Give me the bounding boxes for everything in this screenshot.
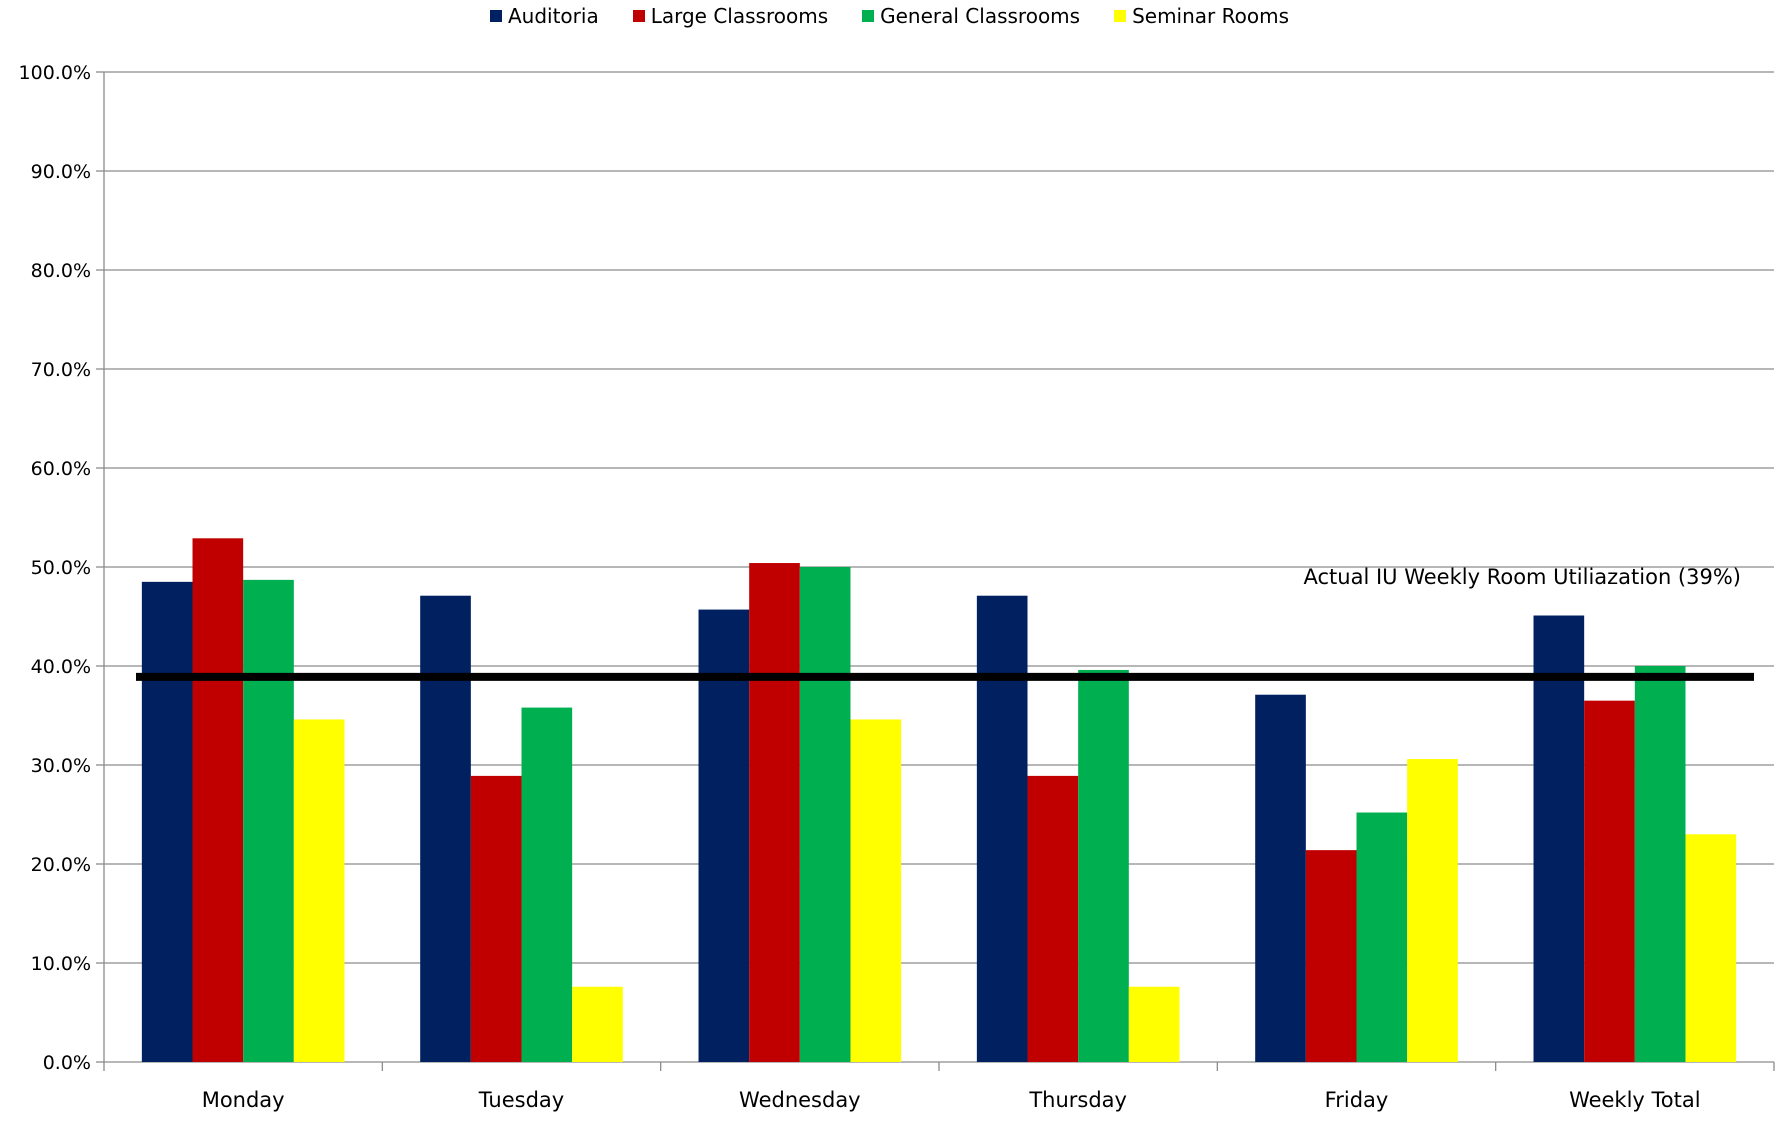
bar-general-classrooms bbox=[243, 579, 294, 1062]
bar-general-classrooms bbox=[1356, 812, 1408, 1062]
x-tick-label: Tuesday bbox=[478, 1088, 564, 1112]
bar-seminar-rooms bbox=[1685, 834, 1737, 1062]
bar-seminar-rooms bbox=[1407, 759, 1458, 1062]
bar-large-classrooms bbox=[470, 775, 522, 1062]
y-tick-label: 40.0% bbox=[31, 656, 91, 678]
bar-auditoria bbox=[1533, 615, 1585, 1062]
y-tick-label: 20.0% bbox=[31, 854, 91, 876]
y-tick-label: 80.0% bbox=[31, 260, 91, 282]
bar-auditoria bbox=[420, 595, 471, 1062]
bar-auditoria bbox=[141, 581, 193, 1062]
legend-item-seminar-rooms: Seminar Rooms bbox=[1114, 4, 1289, 28]
bar-auditoria bbox=[1255, 694, 1306, 1062]
x-tick-label: Friday bbox=[1325, 1088, 1389, 1112]
bar-general-classrooms bbox=[1078, 669, 1129, 1062]
x-tick-label: Wednesday bbox=[739, 1088, 861, 1112]
legend-item-auditoria: Auditoria bbox=[489, 4, 599, 28]
bar-seminar-rooms bbox=[293, 719, 345, 1062]
bar-seminar-rooms bbox=[572, 986, 623, 1062]
bar-auditoria bbox=[976, 595, 1028, 1062]
y-tick-label: 30.0% bbox=[31, 755, 91, 777]
y-tick-label: 90.0% bbox=[31, 161, 91, 183]
legend-item-large-classrooms: Large Classrooms bbox=[632, 4, 829, 28]
legend-label-seminar-rooms: Seminar Rooms bbox=[1132, 4, 1290, 28]
y-tick-label: 60.0% bbox=[31, 458, 91, 480]
legend-label-general-classrooms: General Classrooms bbox=[880, 4, 1081, 28]
legend-swatch-general-classrooms bbox=[862, 10, 875, 22]
y-tick-label: 100.0% bbox=[19, 62, 91, 84]
y-tick-label: 70.0% bbox=[31, 359, 91, 381]
legend-swatch-large-classrooms bbox=[632, 10, 645, 22]
y-tick-label: 10.0% bbox=[31, 953, 91, 975]
bar-seminar-rooms bbox=[850, 719, 902, 1062]
bar-seminar-rooms bbox=[1128, 986, 1180, 1062]
reference-line-label: Actual IU Weekly Room Utiliazation (39%) bbox=[1304, 565, 1741, 589]
bar-general-classrooms bbox=[1634, 666, 1686, 1062]
x-tick-label: Monday bbox=[202, 1088, 285, 1112]
x-tick-label: Thursday bbox=[1028, 1088, 1127, 1112]
legend-item-general-classrooms: General Classrooms bbox=[862, 4, 1080, 28]
bar-auditoria bbox=[698, 609, 750, 1062]
bar-general-classrooms bbox=[799, 567, 851, 1062]
legend-swatch-auditoria bbox=[489, 10, 502, 22]
legend-label-auditoria: Auditoria bbox=[507, 4, 599, 28]
legend: Auditoria Large Classrooms General Class… bbox=[0, 4, 1779, 28]
y-tick-label: 0.0% bbox=[43, 1052, 91, 1074]
bar-large-classrooms bbox=[1305, 850, 1357, 1062]
bar-large-classrooms bbox=[749, 563, 800, 1062]
y-tick-label: 50.0% bbox=[31, 557, 91, 579]
bar-large-classrooms bbox=[1027, 775, 1079, 1062]
x-tick-label: Weekly Total bbox=[1569, 1088, 1701, 1112]
legend-swatch-seminar-rooms bbox=[1114, 10, 1127, 22]
legend-label-large-classrooms: Large Classrooms bbox=[650, 4, 829, 28]
bar-large-classrooms bbox=[192, 538, 244, 1062]
bar-general-classrooms bbox=[521, 707, 573, 1062]
bar-large-classrooms bbox=[1584, 700, 1635, 1062]
